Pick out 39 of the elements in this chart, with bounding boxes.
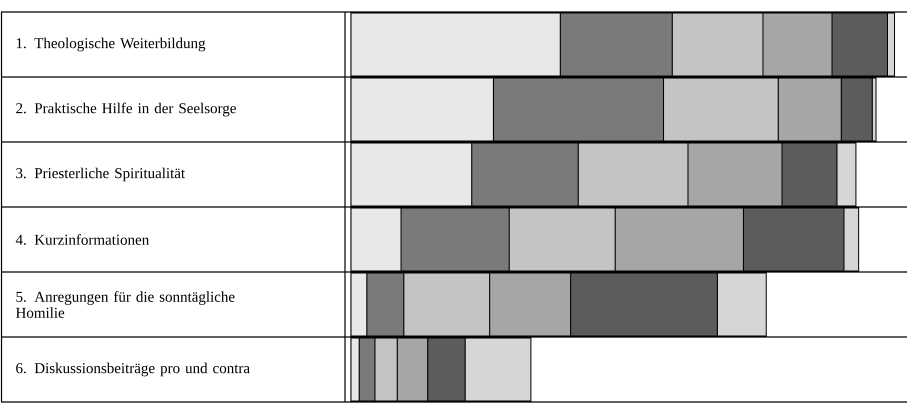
y-tick-label: 6. Diskussionsbeiträge pro und contra — [16, 362, 250, 376]
y-tick-label: 1. Theologische Weiterbildung — [16, 38, 206, 52]
y-tick-label: 5. Anregungen für die sonntägliche Homilie — [16, 291, 235, 318]
bar — [782, 142, 838, 207]
bar — [508, 208, 616, 272]
bar — [716, 272, 767, 337]
bar — [614, 208, 744, 272]
bar — [836, 142, 856, 207]
bar — [663, 78, 779, 142]
bar — [396, 338, 428, 402]
bar — [578, 142, 688, 207]
bar — [471, 142, 579, 207]
bar — [351, 142, 472, 207]
bar — [374, 338, 398, 402]
bar — [366, 272, 404, 337]
y-tick-label: 3. Priesterliche Spiritualität — [16, 168, 186, 182]
y-tick-label: 2. Praktische Hilfe in der Seelsorge — [16, 102, 236, 116]
bar — [840, 78, 873, 142]
bar — [492, 78, 664, 142]
bar — [351, 78, 494, 142]
bar — [762, 12, 833, 77]
bar — [489, 272, 572, 337]
bar — [351, 208, 402, 272]
bar — [403, 272, 490, 337]
bar — [742, 208, 844, 272]
bar — [687, 142, 783, 207]
bar — [672, 12, 764, 77]
bar — [778, 78, 842, 142]
y-tick-label: 4. Kurzinformationen — [16, 234, 149, 245]
bar — [351, 12, 561, 77]
bar — [832, 12, 888, 77]
bar — [560, 12, 673, 77]
bar — [570, 272, 718, 337]
bar — [400, 208, 510, 272]
bar — [843, 208, 860, 272]
bar — [351, 272, 368, 337]
bar — [464, 338, 532, 402]
bar — [358, 338, 376, 402]
bar — [427, 338, 466, 402]
